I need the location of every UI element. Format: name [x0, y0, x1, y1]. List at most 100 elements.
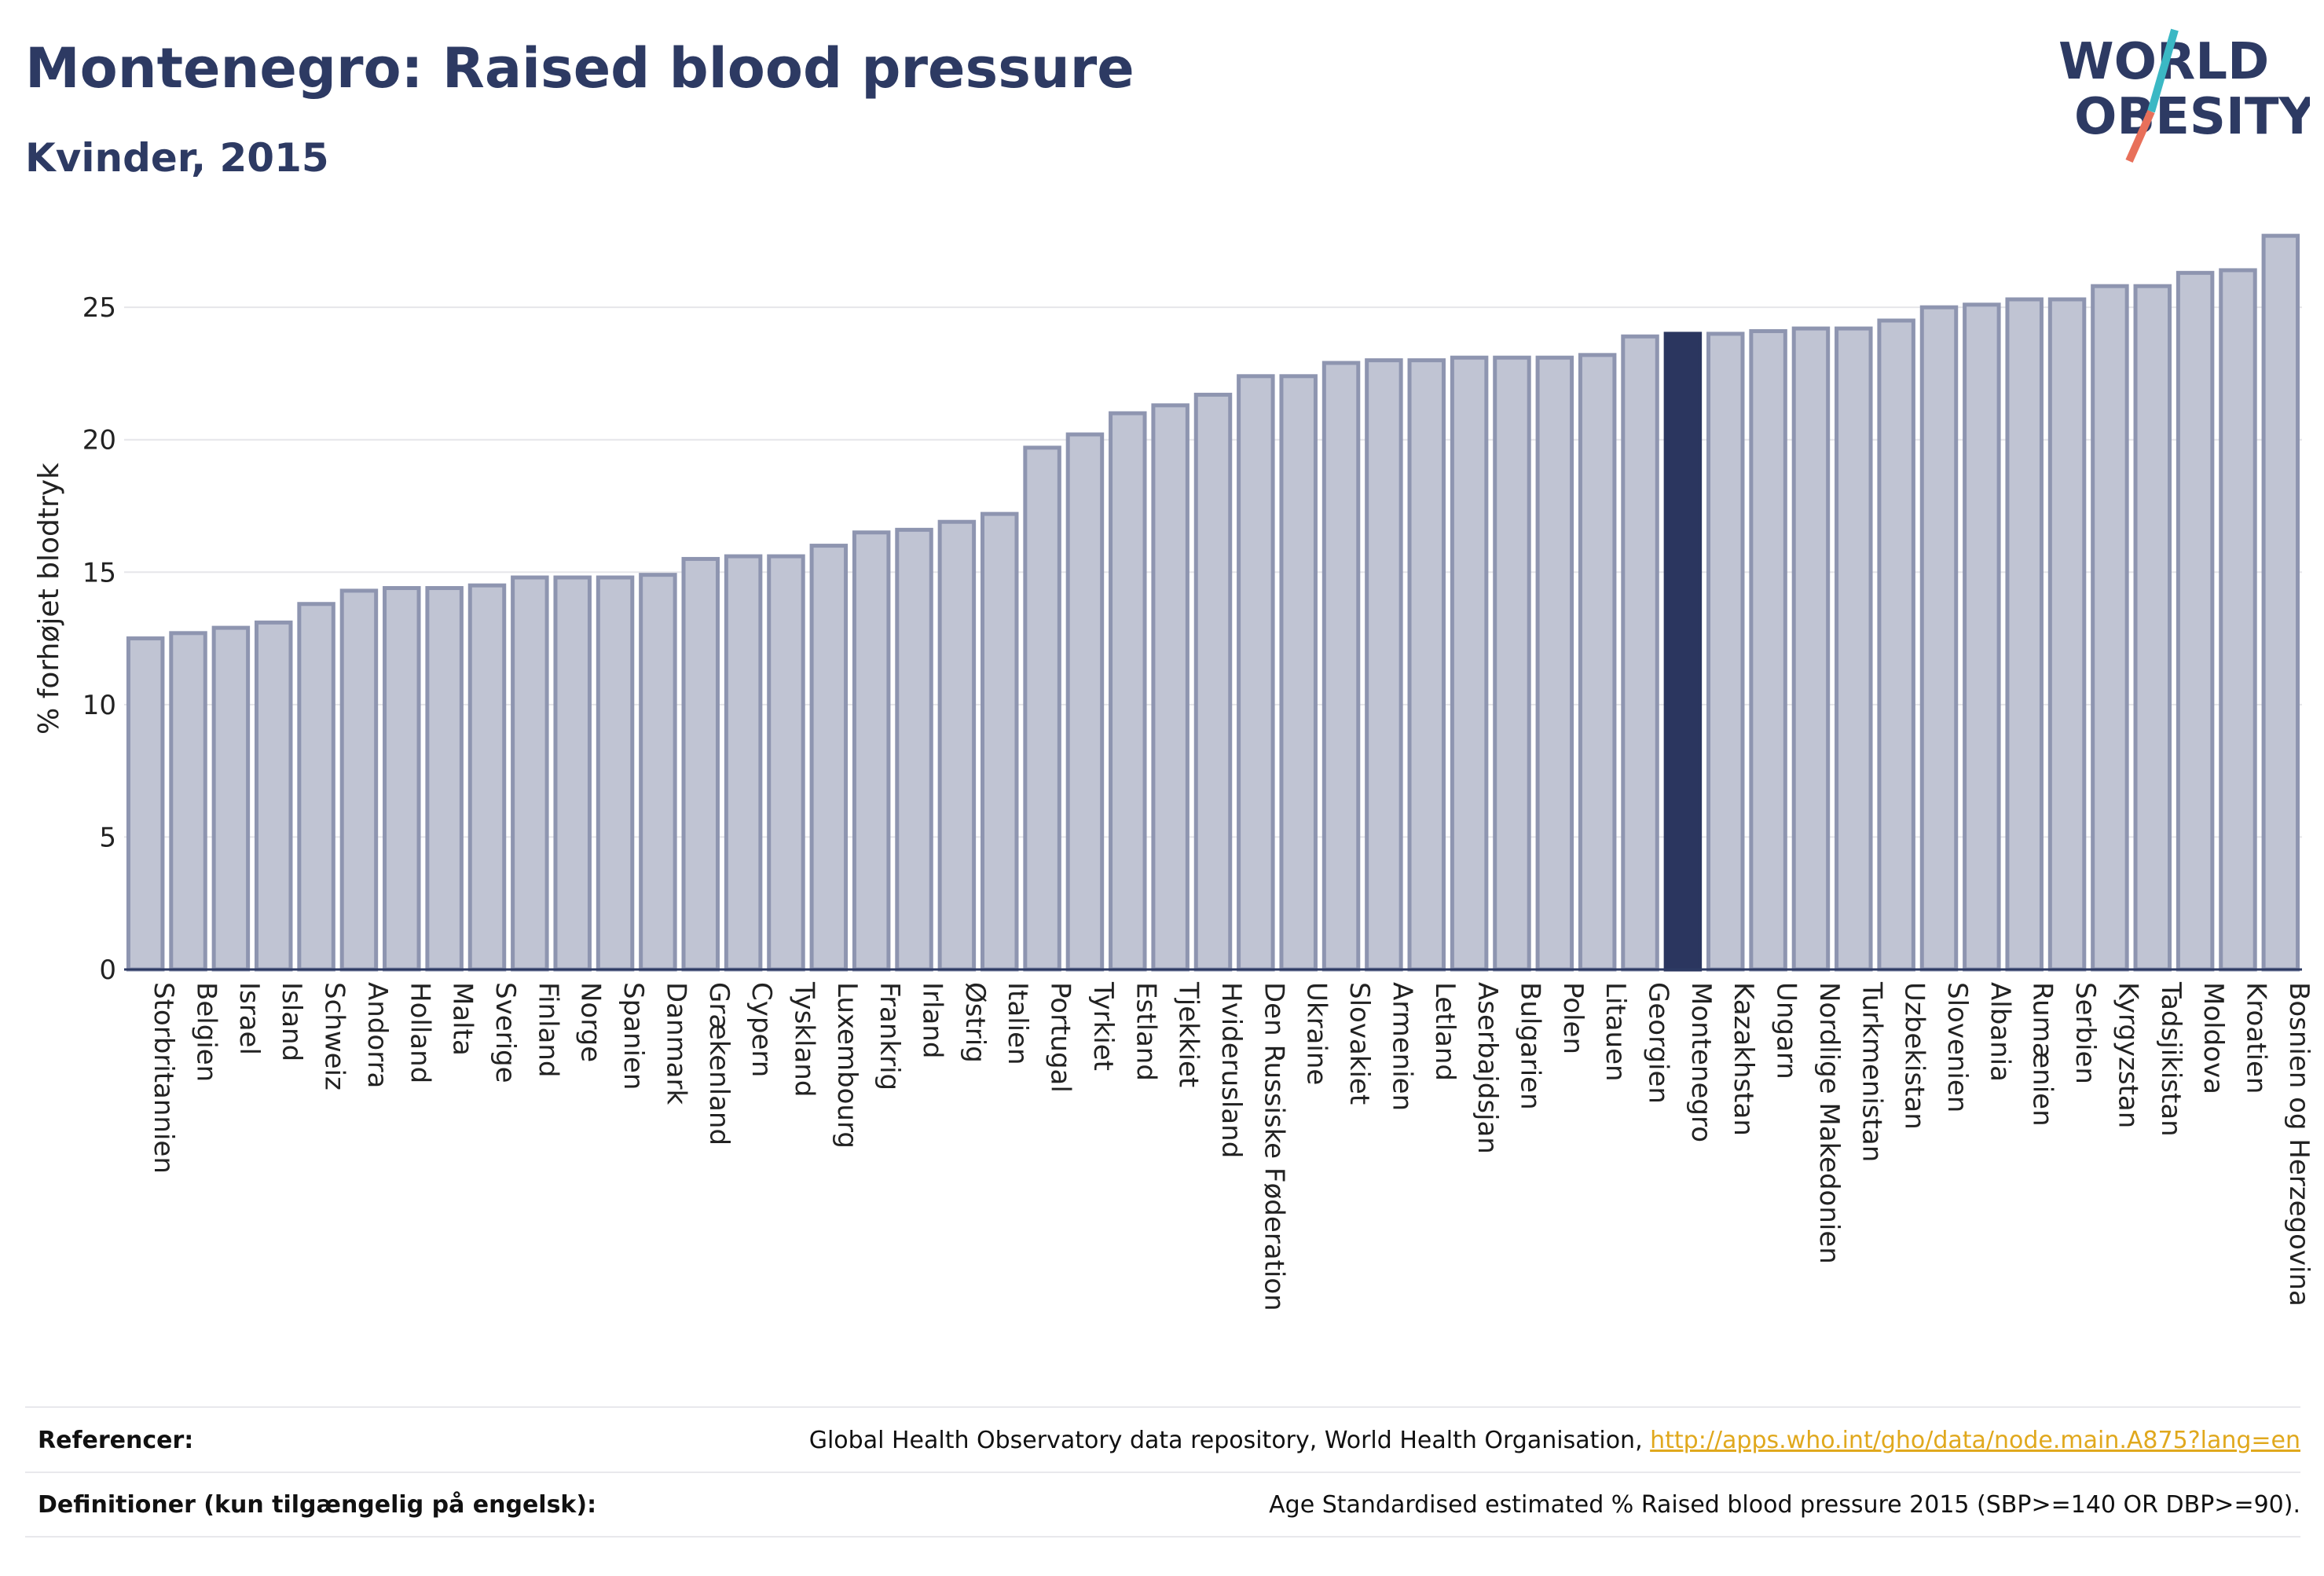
x-tick-label: Aserbajdsjan: [1472, 982, 1503, 1154]
logo-slash-bottom: [2125, 109, 2155, 163]
x-tick-label: Portugal: [1045, 982, 1076, 1093]
bar: [254, 620, 293, 972]
x-tick-label: Cypern: [746, 982, 777, 1077]
bar: [852, 530, 891, 972]
x-tick-label: Island: [276, 982, 307, 1061]
x-tick-label: Storbritannien: [148, 982, 179, 1174]
x-tick-label: Kroatien: [2240, 982, 2271, 1094]
bar: [425, 586, 464, 972]
footer-divider-middle: [25, 1472, 2300, 1473]
y-tick-label: 0: [99, 955, 116, 986]
x-tick-label: Uzbekistan: [1899, 982, 1930, 1130]
bar: [1706, 332, 1745, 972]
x-tick-label: Østrig: [959, 982, 991, 1063]
bar: [1535, 355, 1574, 972]
bar: [1151, 403, 1189, 972]
y-tick-label: 25: [82, 292, 116, 324]
bar: [169, 631, 207, 972]
bar: [980, 511, 1019, 972]
x-tick-label: Sverige: [489, 982, 521, 1083]
chart-subtitle: Kvinder, 2015: [25, 135, 329, 181]
references-text: Global Health Observatory data repositor…: [809, 1427, 2300, 1454]
bar: [2261, 233, 2300, 972]
footer-divider-top: [25, 1406, 2300, 1408]
references-link[interactable]: http://apps.who.int/gho/data/node.main.A…: [1650, 1427, 2300, 1454]
x-tick-label: Danmark: [660, 982, 691, 1105]
bar: [1321, 361, 1361, 972]
footer-divider-bottom: [25, 1536, 2300, 1538]
x-tick-label: Frankrig: [874, 982, 905, 1090]
bar: [2133, 284, 2172, 972]
bar: [1023, 445, 1061, 972]
bar: [1279, 374, 1318, 972]
x-tick-label: Albania: [1984, 982, 2015, 1082]
bar: [895, 527, 933, 972]
bar: [1237, 374, 1275, 972]
bar: [2047, 297, 2087, 972]
bar: [1578, 353, 1617, 972]
logo-text-obesity: OBESITY: [2074, 88, 2310, 146]
bar: [1835, 326, 1873, 972]
x-tick-label: Bulgarien: [1514, 982, 1545, 1110]
x-tick-label: Finland: [532, 982, 563, 1078]
x-tick-label: Estland: [1130, 982, 1161, 1081]
references-source: Global Health Observatory data repositor…: [808, 1427, 1651, 1454]
bar: [383, 586, 421, 972]
x-tick-label: Tyrkiet: [1087, 981, 1119, 1071]
x-tick-label: Tadsjikistan: [2155, 981, 2187, 1137]
bar: [1621, 334, 1659, 972]
definitions-text: Age Standardised estimated % Raised bloo…: [1269, 1491, 2300, 1519]
x-tick-label: Tyskland: [788, 981, 819, 1097]
x-tick-label: Polen: [1557, 982, 1589, 1054]
world-obesity-logo: WORLD OBESITY: [2058, 28, 2310, 163]
bar: [1877, 318, 1915, 972]
x-tick-label: Ungarn: [1771, 982, 1802, 1079]
y-tick-label: 10: [82, 690, 116, 721]
references-label: Referencer:: [38, 1427, 194, 1454]
bar: [2091, 284, 2129, 972]
bar: [1065, 432, 1105, 972]
x-tick-label: Holland: [404, 982, 435, 1083]
x-tick-label: Schweiz: [319, 982, 350, 1090]
x-tick-label: Italien: [1002, 982, 1033, 1065]
x-tick-label: Kyrgyzstan: [2112, 982, 2143, 1128]
x-tick-label: Rumænien: [2027, 982, 2058, 1127]
bar-chart: 0 5 10 15 20 25 % forhøjet blodtryk Storbritann…: [33, 233, 2315, 1311]
x-tick-label: Irland: [917, 982, 948, 1058]
bar: [511, 575, 549, 972]
x-tick-label: Georgien: [1643, 982, 1674, 1104]
bar: [809, 544, 849, 972]
x-tick-label: Israel: [233, 982, 265, 1055]
bar: [2176, 270, 2215, 972]
bar: [767, 554, 805, 972]
bar: [467, 583, 507, 972]
bar: [1407, 358, 1446, 972]
x-tick-label: Kazakhstan: [1728, 982, 1759, 1136]
bar: [1963, 302, 2001, 972]
bar: [211, 625, 251, 972]
y-tick-label: 20: [82, 425, 116, 456]
logo-slash-top: [2147, 28, 2179, 113]
x-tick-label: Moldova: [2198, 982, 2229, 1094]
bar: [553, 575, 592, 972]
bar: [2005, 297, 2044, 972]
x-tick-label: Litauen: [1600, 982, 1631, 1082]
x-tick-label: Armenien: [1386, 982, 1417, 1111]
x-tick-label: Malta: [447, 982, 478, 1056]
bar: [2219, 268, 2257, 972]
x-tick-label: Grækenland: [703, 982, 735, 1145]
bar: [681, 556, 720, 972]
bar: [1749, 328, 1787, 972]
bar: [937, 519, 977, 972]
x-tick-label: Ukraine: [1301, 982, 1332, 1085]
x-tick-label: Slovakiet: [1343, 982, 1375, 1105]
x-tick-label: Slovenien: [1941, 982, 1973, 1112]
bar: [1365, 358, 1403, 972]
bar-highlighted: [1663, 332, 1703, 972]
x-tick-label: Montenegro: [1685, 982, 1717, 1142]
x-tick-label: Serbien: [2069, 982, 2101, 1084]
bar: [639, 573, 677, 972]
bar: [339, 588, 379, 972]
bar: [297, 602, 335, 972]
bar: [596, 575, 635, 972]
